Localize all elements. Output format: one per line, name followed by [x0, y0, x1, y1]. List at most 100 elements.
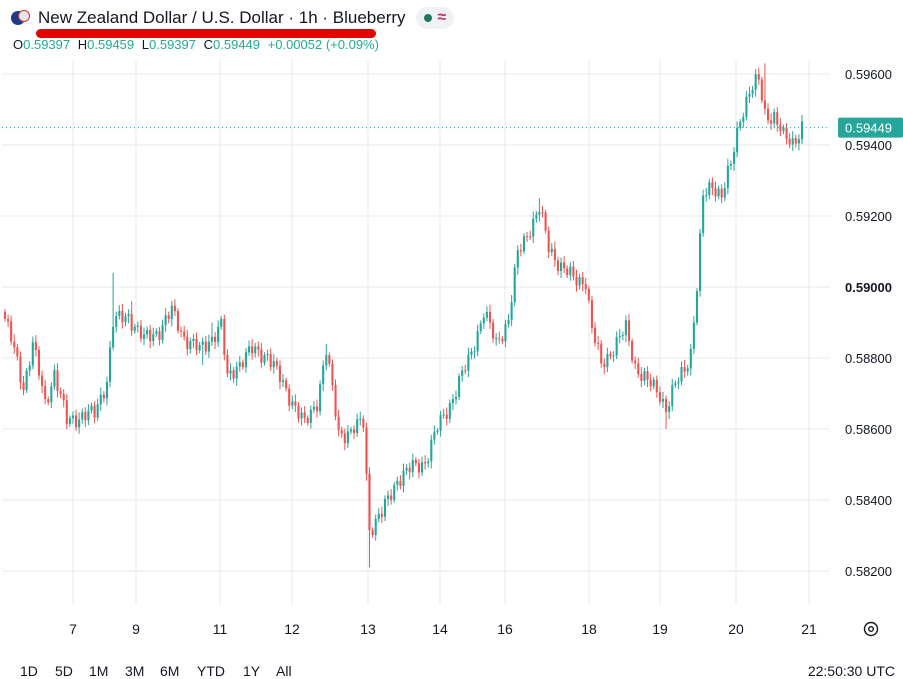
- candle-body: [309, 409, 312, 423]
- timeframe-1y-button[interactable]: 1Y: [243, 663, 261, 679]
- candle-body: [640, 374, 643, 381]
- candle-body: [325, 355, 328, 366]
- symbol-title-row[interactable]: New Zealand Dollar / U.S. Dollar · 1h · …: [10, 7, 455, 29]
- bottom-toolbar: 1D 5D 1M 3M 6M YTD 1Y All 22:50:30 UTC: [0, 655, 903, 679]
- candle-body: [501, 338, 504, 342]
- candle-body: [71, 415, 75, 419]
- candle-body: [118, 310, 121, 316]
- candle-body: [448, 403, 451, 419]
- candle-body: [195, 338, 198, 351]
- candle-body: [445, 414, 448, 419]
- timeframe-5d-button[interactable]: 5D: [55, 663, 73, 679]
- candle-body: [739, 121, 742, 128]
- candle-body: [402, 470, 405, 486]
- candle-body: [130, 314, 133, 331]
- candle-body: [235, 366, 238, 379]
- candle-body: [742, 116, 745, 122]
- ohlc-readout: O0.59397 H0.59459 L0.59397 C0.59449 +0.0…: [13, 37, 383, 52]
- candle-body: [50, 386, 53, 403]
- candle-body: [473, 351, 476, 353]
- candle-body: [424, 462, 427, 464]
- candle-body: [377, 513, 380, 519]
- candle-body: [788, 138, 791, 145]
- candle-body: [417, 463, 420, 473]
- candle-body: [454, 397, 458, 400]
- candle-body: [563, 262, 566, 269]
- candle-body: [714, 188, 717, 197]
- timeframe-6m-button[interactable]: 6M: [160, 663, 180, 679]
- candle-body: [99, 394, 102, 405]
- candle-body: [340, 430, 343, 434]
- x-tick-label: 14: [432, 621, 448, 637]
- candle-body: [241, 362, 244, 368]
- candle-body: [482, 317, 485, 324]
- timeframe-all-button[interactable]: All: [276, 663, 292, 679]
- candle-body: [306, 418, 309, 423]
- candle-body: [62, 394, 65, 401]
- candle-body: [705, 195, 708, 197]
- candle-body: [408, 467, 411, 473]
- candle-body: [773, 112, 776, 124]
- timeframe-ytd-button[interactable]: YTD: [197, 663, 225, 679]
- candle-body: [328, 355, 331, 364]
- candle-body: [368, 473, 371, 531]
- candle-body: [655, 379, 658, 393]
- candle-body: [183, 331, 186, 337]
- chart-settings-icon[interactable]: [861, 619, 881, 639]
- market-status-pill[interactable]: ≈: [415, 7, 455, 29]
- market-open-dot-icon: [423, 14, 432, 22]
- candle-body: [81, 412, 84, 420]
- candle-body: [266, 353, 269, 356]
- timeframe-1m-button[interactable]: 1M: [89, 663, 109, 679]
- candle-body: [164, 315, 167, 326]
- close-label: C: [203, 37, 214, 52]
- candle-body: [90, 405, 93, 411]
- candle-body: [68, 418, 71, 424]
- timeframe-1d-button[interactable]: 1D: [20, 663, 38, 679]
- candle-body: [776, 112, 779, 125]
- candle-body: [393, 484, 396, 500]
- candle-body: [618, 335, 621, 338]
- candle-body: [683, 367, 686, 372]
- candle-body: [532, 218, 535, 237]
- chart-header: New Zealand Dollar / U.S. Dollar · 1h · …: [0, 0, 903, 60]
- timeframe-3m-button[interactable]: 3M: [125, 663, 145, 679]
- candle-body: [751, 89, 754, 94]
- candle-body: [504, 323, 507, 342]
- candle-body: [538, 212, 541, 215]
- candle-body: [587, 288, 590, 301]
- candle-body: [204, 341, 207, 352]
- candle-body: [337, 416, 340, 431]
- candle-body: [766, 108, 770, 121]
- symbol-title[interactable]: New Zealand Dollar / U.S. Dollar · 1h · …: [38, 8, 406, 27]
- candle-body: [526, 236, 529, 238]
- candle-body: [149, 330, 152, 342]
- candle-body: [331, 363, 334, 386]
- candle-body: [7, 318, 10, 322]
- x-tick-label: 19: [652, 621, 668, 637]
- candle-body: [269, 353, 272, 368]
- candle-body: [492, 322, 495, 339]
- candle-body: [612, 355, 615, 357]
- candle-body: [303, 412, 306, 419]
- candle-body: [343, 433, 346, 444]
- y-tick-label: 0.59600: [845, 67, 892, 82]
- y-tick-label: 0.58200: [845, 564, 892, 579]
- candle-body: [485, 311, 488, 318]
- candle-body: [726, 165, 729, 188]
- candle-body: [464, 370, 467, 372]
- candle-body: [75, 415, 78, 428]
- x-tick-label: 12: [284, 621, 300, 637]
- candle-body: [686, 368, 689, 372]
- candle-body: [584, 284, 587, 289]
- y-tick-label: 0.59200: [845, 209, 892, 224]
- candle-body: [566, 268, 569, 276]
- candle-body: [180, 330, 183, 332]
- candle-body: [559, 262, 563, 272]
- candle-body: [451, 399, 454, 404]
- candle-body: [782, 127, 785, 132]
- candle-body: [785, 127, 788, 139]
- candle-body: [791, 138, 794, 145]
- candle-body: [281, 380, 285, 383]
